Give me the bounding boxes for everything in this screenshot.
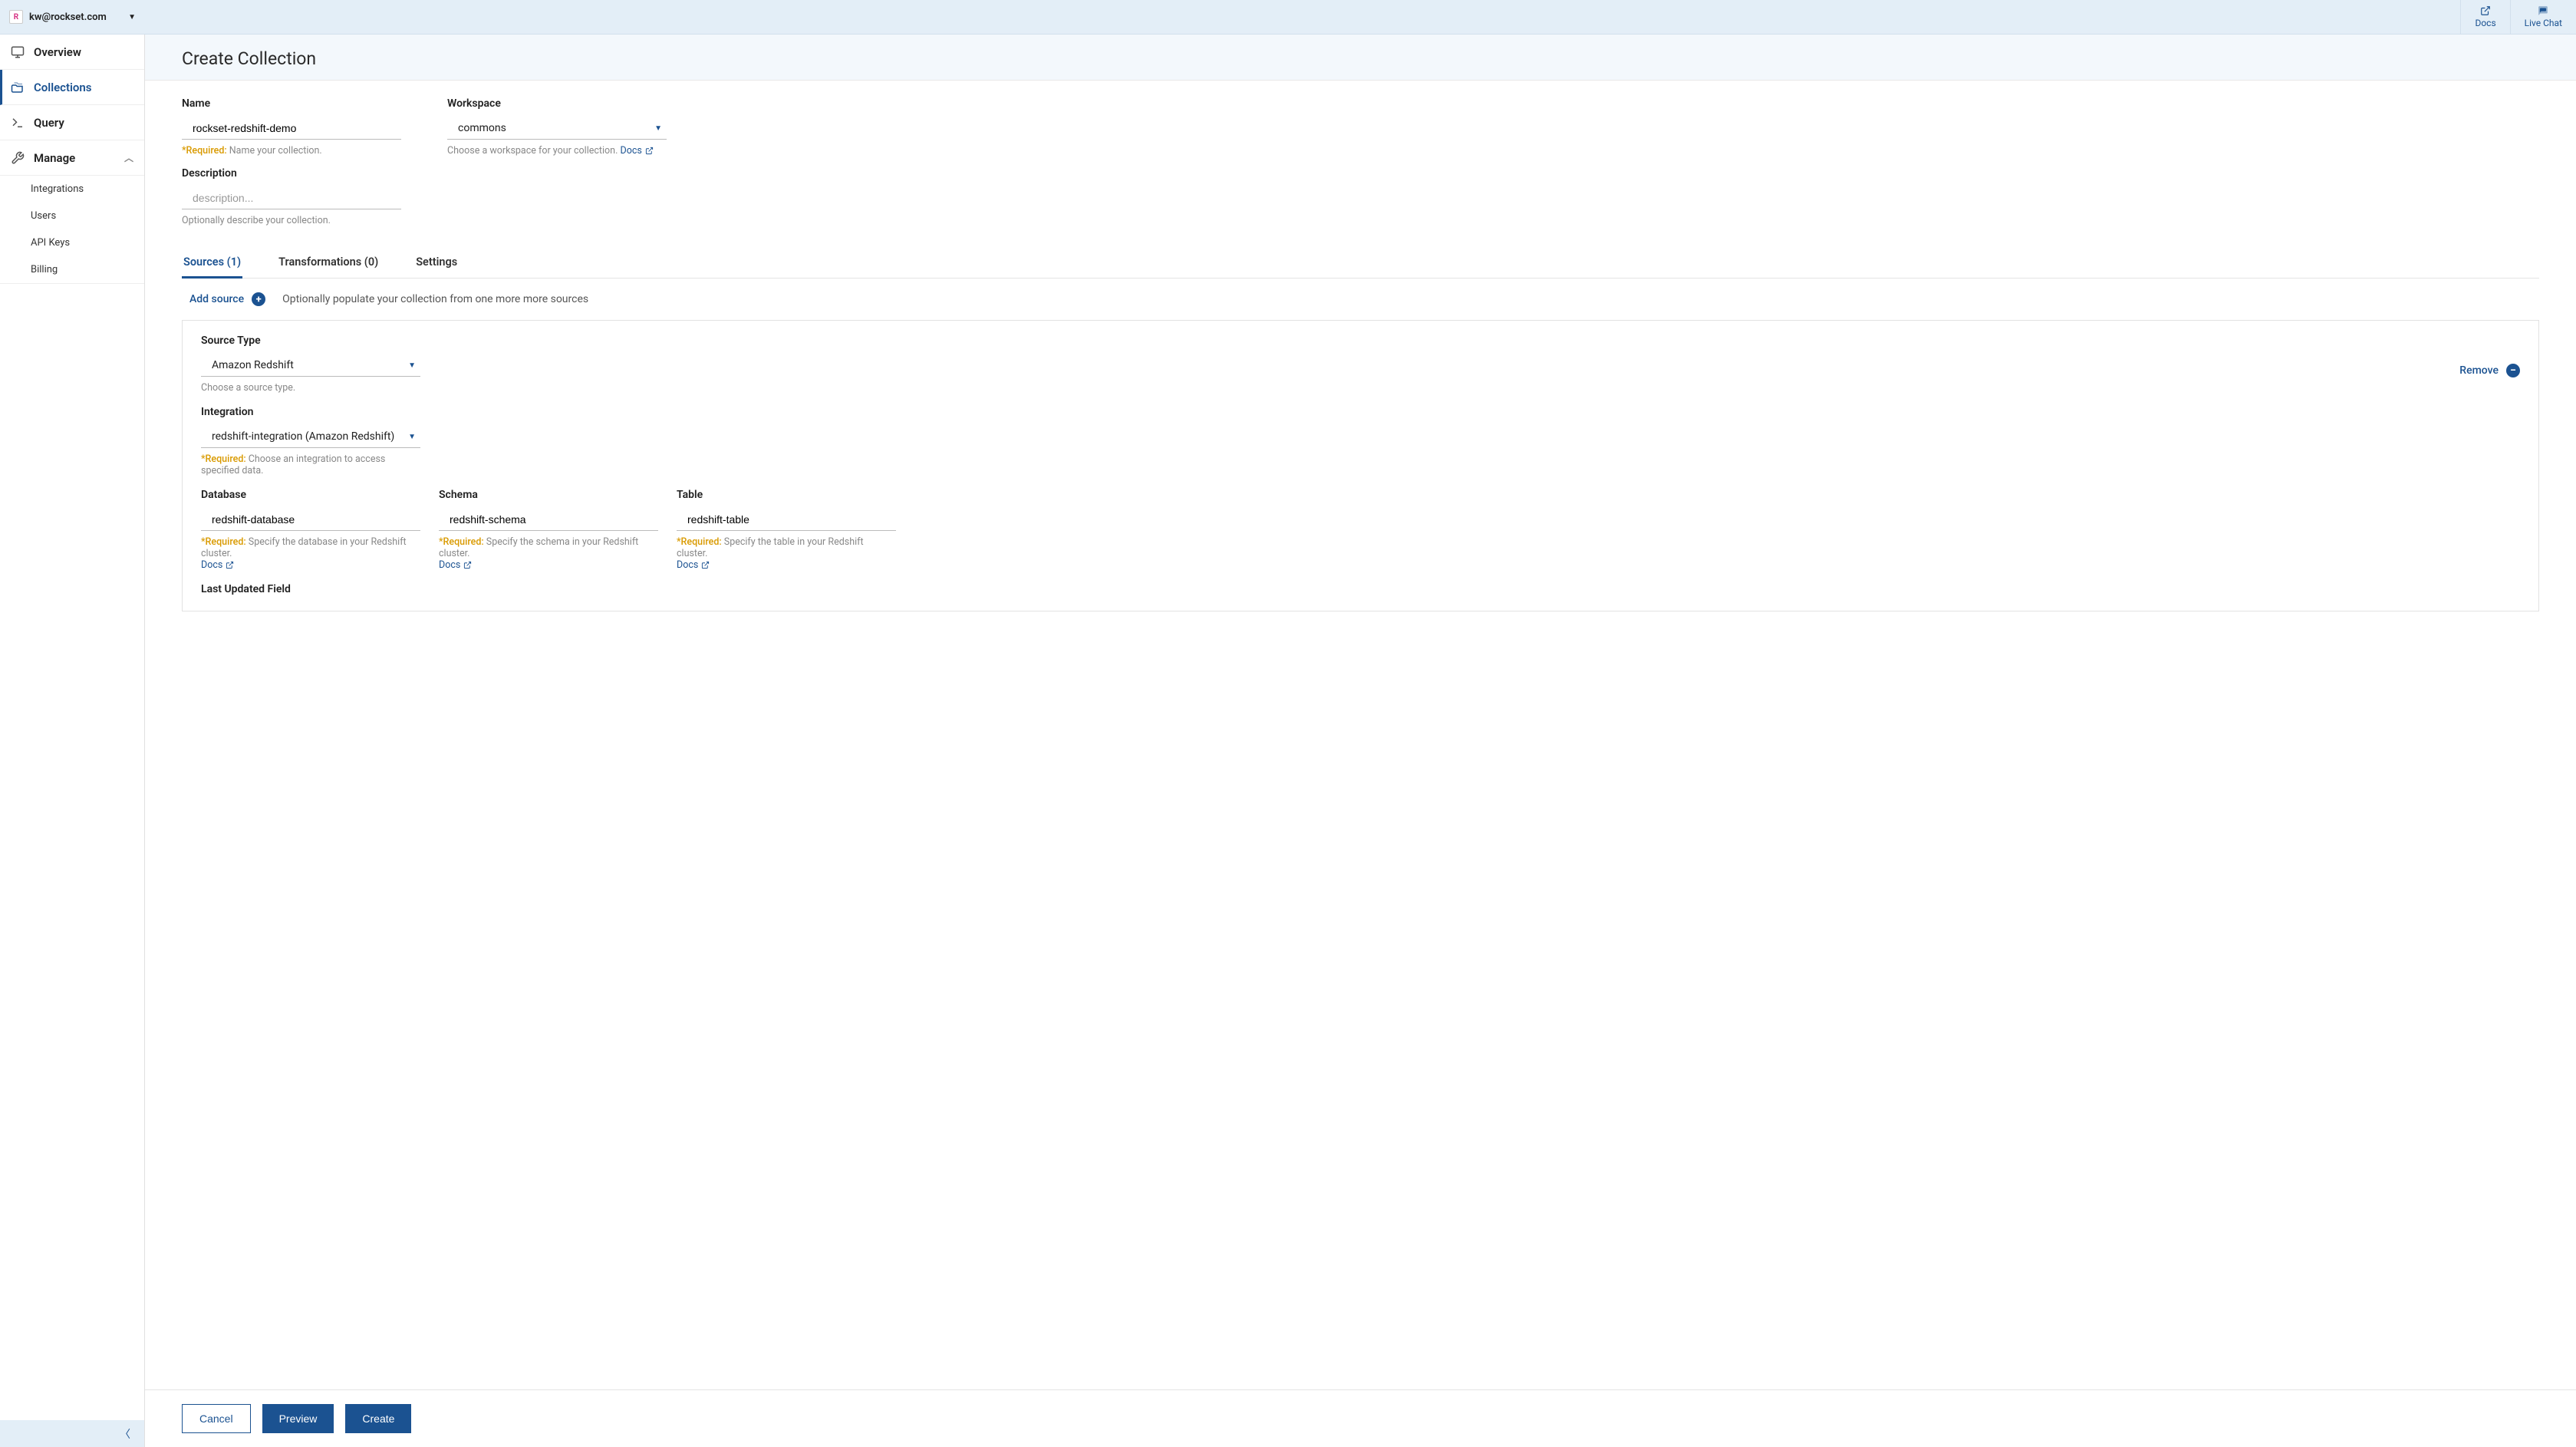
sidebar-item-label: Collections [34, 81, 92, 94]
cancel-button[interactable]: Cancel [182, 1404, 251, 1433]
live-chat-button[interactable]: Live Chat [2510, 0, 2576, 34]
sidebar-item-collections[interactable]: Collections [0, 70, 144, 105]
source-card: Source Type Amazon Redshift ▼ Choose a s… [182, 320, 2539, 611]
chat-label: Live Chat [2525, 18, 2562, 28]
page-title: Create Collection [145, 35, 2576, 81]
database-docs-link[interactable]: Docs [201, 559, 234, 571]
table-input[interactable] [677, 509, 896, 531]
integration-select[interactable]: redshift-integration (Amazon Redshift) ▼ [201, 426, 420, 448]
chevron-left-icon: 〈 [120, 1426, 130, 1442]
schema-input[interactable] [439, 509, 658, 531]
database-hint: *Required: Specify the database in your … [201, 536, 420, 571]
docs-label: Docs [2475, 18, 2495, 28]
chat-icon [2537, 5, 2549, 16]
sidebar-item-overview[interactable]: Overview [0, 35, 144, 70]
sidebar-item-label: Query [34, 116, 64, 130]
caret-down-icon: ▼ [408, 433, 416, 441]
add-source-button[interactable]: Add source + [189, 292, 265, 306]
chevron-up-icon: ︿ [124, 151, 133, 164]
integration-label: Integration [201, 406, 420, 418]
integration-hint: *Required: Choose an integration to acce… [201, 453, 420, 476]
schema-hint: *Required: Specify the schema in your Re… [439, 536, 658, 571]
external-link-icon [2479, 5, 2492, 16]
docs-button[interactable]: Docs [2460, 0, 2509, 34]
wrench-icon [11, 151, 25, 165]
caret-down-icon: ▼ [408, 361, 416, 370]
source-type-label: Source Type [201, 335, 420, 347]
user-switcher[interactable]: R kw@rockset.com ▼ [0, 10, 145, 24]
folders-icon [11, 81, 25, 94]
description-label: Description [182, 167, 401, 180]
sidebar-sub-billing[interactable]: Billing [0, 256, 144, 283]
terminal-icon [11, 116, 25, 130]
schema-docs-link[interactable]: Docs [439, 559, 472, 571]
database-input[interactable] [201, 509, 420, 531]
workspace-value: commons [458, 122, 506, 134]
logo-icon: R [9, 10, 23, 24]
sidebar-collapse-button[interactable]: 〈 [0, 1420, 144, 1447]
table-hint: *Required: Specify the table in your Red… [677, 536, 896, 571]
tab-transformations[interactable]: Transformations (0) [277, 248, 380, 278]
source-type-select[interactable]: Amazon Redshift ▼ [201, 354, 420, 377]
plus-circle-icon: + [252, 292, 265, 306]
sidebar-item-query[interactable]: Query [0, 105, 144, 140]
description-input[interactable] [182, 187, 401, 209]
workspace-hint: Choose a workspace for your collection. … [447, 145, 667, 157]
tab-sources[interactable]: Sources (1) [182, 248, 242, 279]
preview-button[interactable]: Preview [262, 1404, 334, 1433]
table-docs-link[interactable]: Docs [677, 559, 710, 571]
source-type-hint: Choose a source type. [201, 382, 420, 394]
minus-circle-icon: − [2506, 364, 2520, 377]
workspace-select[interactable]: commons ▼ [447, 117, 667, 140]
name-label: Name [182, 97, 401, 110]
monitor-icon [11, 45, 25, 59]
table-label: Table [677, 489, 896, 501]
workspace-label: Workspace [447, 97, 667, 110]
name-input[interactable] [182, 117, 401, 140]
add-source-hint: Optionally populate your collection from… [282, 293, 588, 305]
sidebar-item-manage[interactable]: Manage ︿ [0, 140, 144, 176]
caret-down-icon: ▼ [654, 124, 662, 133]
last-updated-label: Last Updated Field [201, 583, 420, 595]
tab-settings[interactable]: Settings [414, 248, 459, 278]
remove-source-button[interactable]: Remove − [2459, 335, 2520, 406]
description-hint: Optionally describe your collection. [182, 215, 401, 226]
sidebar-item-label: Overview [34, 45, 81, 59]
schema-label: Schema [439, 489, 658, 501]
workspace-docs-link[interactable]: Docs [620, 145, 653, 157]
caret-down-icon: ▼ [128, 13, 136, 21]
database-label: Database [201, 489, 420, 501]
name-hint: *Required: Name your collection. [182, 145, 401, 157]
create-button[interactable]: Create [345, 1404, 411, 1433]
user-email: kw@rockset.com [29, 12, 107, 23]
sidebar-sub-users[interactable]: Users [0, 203, 144, 229]
sidebar-sub-integrations[interactable]: Integrations [0, 176, 144, 203]
sidebar-item-label: Manage [34, 151, 75, 165]
sidebar-sub-api-keys[interactable]: API Keys [0, 229, 144, 256]
